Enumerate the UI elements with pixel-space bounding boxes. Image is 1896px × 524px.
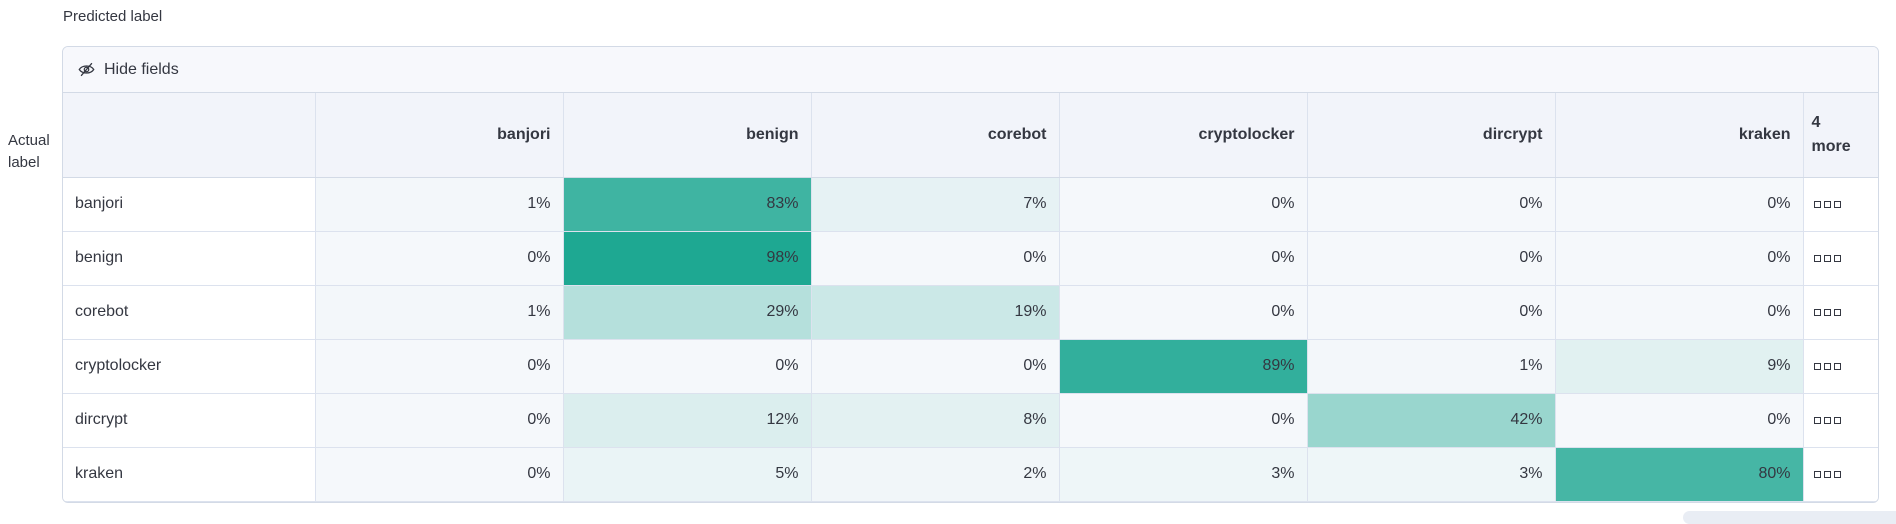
- column-header-kraken[interactable]: kraken: [1554, 93, 1804, 178]
- row-header-kraken: kraken: [63, 446, 316, 502]
- row-header-benign: benign: [63, 230, 316, 286]
- matrix-cell-kraken-kraken: 80%: [1554, 446, 1804, 502]
- boxes-horizontal-icon[interactable]: [1813, 470, 1841, 478]
- grid-toolbar: Hide fields: [63, 47, 1878, 93]
- matrix-cell-cryptolocker-cryptolocker: 89%: [1058, 338, 1308, 394]
- matrix-cell-banjori-cryptolocker: 0%: [1058, 176, 1308, 232]
- matrix-cell-corebot-kraken: 0%: [1554, 284, 1804, 340]
- matrix-cell-corebot-cryptolocker: 0%: [1058, 284, 1308, 340]
- matrix-cell-cryptolocker-dircrypt: 1%: [1306, 338, 1556, 394]
- matrix-cell-dircrypt-banjori: 0%: [314, 392, 564, 448]
- row-header-corebot: corebot: [63, 284, 316, 340]
- matrix-cell-dircrypt-benign: 12%: [562, 392, 812, 448]
- boxes-horizontal-icon[interactable]: [1813, 200, 1841, 208]
- row-actions-cell: [1802, 176, 1878, 232]
- row-actions-cell: [1802, 446, 1878, 502]
- row-actions-cell: [1802, 230, 1878, 286]
- row-header-banjori: banjori: [63, 176, 316, 232]
- matrix-cell-dircrypt-kraken: 0%: [1554, 392, 1804, 448]
- boxes-horizontal-icon[interactable]: [1813, 254, 1841, 262]
- actual-label: Actual label: [8, 132, 50, 171]
- matrix-cell-corebot-banjori: 1%: [314, 284, 564, 340]
- hide-fields-label: Hide fields: [104, 60, 179, 78]
- matrix-cell-cryptolocker-kraken: 9%: [1554, 338, 1804, 394]
- matrix-cell-kraken-corebot: 2%: [810, 446, 1060, 502]
- horizontal-scrollbar[interactable]: [1683, 511, 1896, 524]
- column-header-corebot[interactable]: corebot: [810, 93, 1060, 178]
- matrix-cell-dircrypt-corebot: 8%: [810, 392, 1060, 448]
- matrix-cell-banjori-benign: 83%: [562, 176, 812, 232]
- predicted-label: Predicted label: [63, 8, 163, 25]
- matrix-row-banjori: banjori 1% 83% 7% 0% 0% 0%: [63, 176, 1878, 232]
- matrix-cell-benign-kraken: 0%: [1554, 230, 1804, 286]
- column-header-benign[interactable]: benign: [562, 93, 812, 178]
- matrix-cell-benign-benign: 98%: [562, 230, 812, 286]
- matrix-cell-dircrypt-dircrypt: 42%: [1306, 392, 1556, 448]
- boxes-horizontal-icon[interactable]: [1813, 416, 1841, 424]
- column-header-dircrypt[interactable]: dircrypt: [1306, 93, 1556, 178]
- confusion-matrix-table: banjori benign corebot cryptolocker dircrypt…: [63, 93, 1878, 502]
- matrix-cell-dircrypt-cryptolocker: 0%: [1058, 392, 1308, 448]
- matrix-cell-benign-cryptolocker: 0%: [1058, 230, 1308, 286]
- row-header-cryptolocker: cryptolocker: [63, 338, 316, 394]
- matrix-cell-benign-corebot: 0%: [810, 230, 1060, 286]
- matrix-cell-benign-banjori: 0%: [314, 230, 564, 286]
- matrix-header: banjori benign corebot cryptolocker dircrypt…: [63, 93, 1878, 178]
- matrix-row-cryptolocker: cryptolocker 0% 0% 0% 89% 1% 9%: [63, 338, 1878, 394]
- matrix-cell-benign-dircrypt: 0%: [1306, 230, 1556, 286]
- boxes-horizontal-icon[interactable]: [1813, 308, 1841, 316]
- matrix-cell-cryptolocker-banjori: 0%: [314, 338, 564, 394]
- matrix-cell-corebot-benign: 29%: [562, 284, 812, 340]
- boxes-horizontal-icon[interactable]: [1813, 362, 1841, 370]
- matrix-cell-kraken-benign: 5%: [562, 446, 812, 502]
- matrix-cell-cryptolocker-corebot: 0%: [810, 338, 1060, 394]
- row-actions-cell: [1802, 392, 1878, 448]
- row-header-dircrypt: dircrypt: [63, 392, 316, 448]
- matrix-row-kraken: kraken 0% 5% 2% 3% 3% 80%: [63, 446, 1878, 502]
- matrix-row-dircrypt: dircrypt 0% 12% 8% 0% 42% 0%: [63, 392, 1878, 448]
- matrix-cell-kraken-banjori: 0%: [314, 446, 564, 502]
- hide-fields-button[interactable]: Hide fields: [78, 61, 179, 79]
- matrix-cell-kraken-dircrypt: 3%: [1306, 446, 1556, 502]
- eye-closed-icon: [78, 61, 95, 78]
- matrix-cell-cryptolocker-benign: 0%: [562, 338, 812, 394]
- matrix-row-benign: benign 0% 98% 0% 0% 0% 0%: [63, 230, 1878, 286]
- matrix-cell-banjori-banjori: 1%: [314, 176, 564, 232]
- confusion-matrix-panel: Hide fields banjori benign corebot cryptolo…: [62, 46, 1879, 503]
- matrix-cell-corebot-dircrypt: 0%: [1306, 284, 1556, 340]
- matrix-cell-banjori-dircrypt: 0%: [1306, 176, 1556, 232]
- matrix-row-corebot: corebot 1% 29% 19% 0% 0% 0%: [63, 284, 1878, 340]
- matrix-cell-banjori-kraken: 0%: [1554, 176, 1804, 232]
- matrix-cell-banjori-corebot: 7%: [810, 176, 1060, 232]
- matrix-body: banjori 1% 83% 7% 0% 0% 0% benign 0% 98% 0% 0% 0% 0% c…: [63, 176, 1878, 502]
- matrix-cell-kraken-cryptolocker: 3%: [1058, 446, 1308, 502]
- row-actions-cell: [1802, 284, 1878, 340]
- more-columns-header[interactable]: 4 more: [1802, 93, 1878, 178]
- row-actions-cell: [1802, 338, 1878, 394]
- grid-corner-cell: [63, 93, 316, 178]
- matrix-cell-corebot-corebot: 19%: [810, 284, 1060, 340]
- column-header-cryptolocker[interactable]: cryptolocker: [1058, 93, 1308, 178]
- column-header-banjori[interactable]: banjori: [314, 93, 564, 178]
